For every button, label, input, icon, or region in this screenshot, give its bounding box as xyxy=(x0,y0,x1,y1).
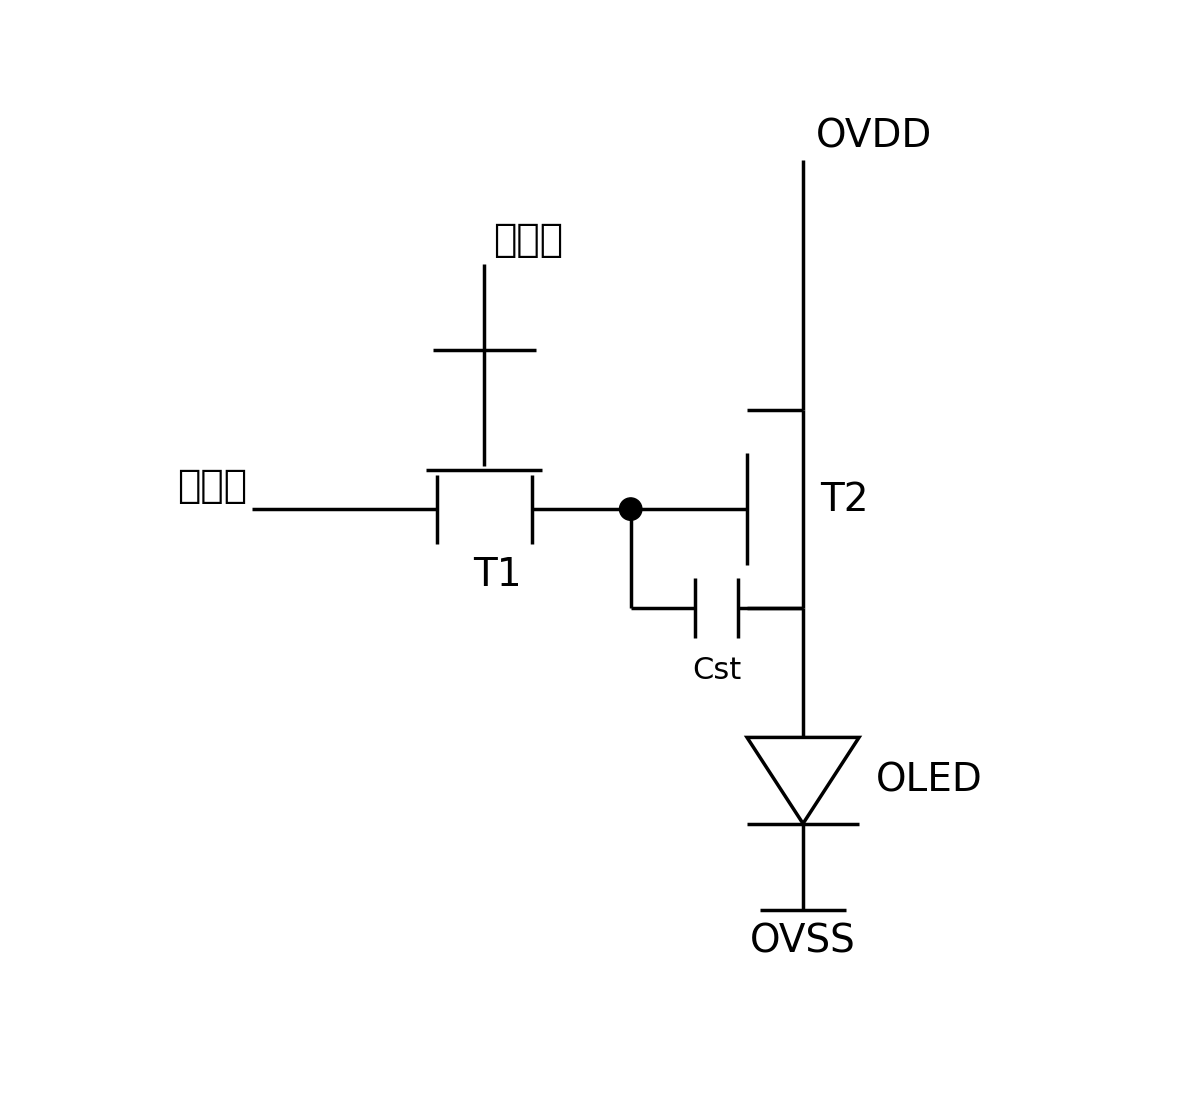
Text: OVDD: OVDD xyxy=(816,117,932,156)
Text: Cst: Cst xyxy=(692,656,741,685)
Text: OVSS: OVSS xyxy=(751,923,856,961)
Text: T1: T1 xyxy=(473,556,522,594)
Text: 数据线: 数据线 xyxy=(177,467,248,505)
Text: T2: T2 xyxy=(820,481,869,519)
Circle shape xyxy=(620,498,642,520)
Text: 扯描线: 扯描线 xyxy=(493,222,563,260)
Text: OLED: OLED xyxy=(876,762,983,799)
